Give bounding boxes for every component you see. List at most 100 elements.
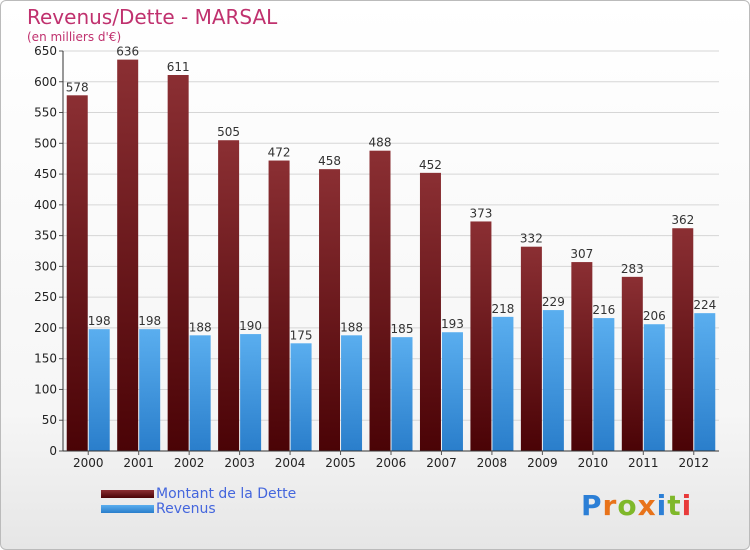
legend-item-revenue: Revenus	[101, 502, 296, 517]
bar-revenue-2002	[189, 335, 211, 451]
bar-debt-2003	[218, 140, 240, 451]
logo-letter: x	[637, 489, 657, 522]
x-tick-label-2007: 2007	[426, 456, 457, 470]
bars: 578 198 636 198 611 188 505 190 472 175 458 188 488 1…	[66, 45, 716, 452]
data-label-debt-2002: 611	[167, 60, 190, 74]
legend-label-revenue: Revenus	[156, 501, 216, 517]
bar-debt-2009	[520, 246, 542, 451]
x-tick-label-2002: 2002	[174, 456, 205, 470]
data-label-revenue-2007: 193	[441, 317, 464, 331]
logo-letter: r	[602, 489, 618, 522]
bar-revenue-2009	[542, 310, 564, 451]
bar-revenue-2005	[341, 335, 363, 451]
legend-item-debt: Montant de la Dette	[101, 487, 296, 502]
data-label-revenue-2012: 224	[693, 298, 716, 312]
x-tick-label-2001: 2001	[123, 456, 154, 470]
data-label-revenue-2003: 190	[239, 319, 262, 333]
x-tick-label-2011: 2011	[628, 456, 659, 470]
data-label-revenue-2000: 198	[88, 314, 111, 328]
x-tick-label-2010: 2010	[578, 456, 609, 470]
bar-debt-2002	[167, 75, 189, 451]
logo-letter: t	[667, 489, 682, 522]
bar-debt-2001	[117, 59, 139, 451]
data-label-debt-2004: 472	[268, 146, 291, 160]
bar-debt-2007	[419, 172, 441, 451]
y-tick-label: 400	[34, 198, 57, 212]
legend: Montant de la Dette Revenus	[101, 487, 296, 517]
legend-label-debt: Montant de la Dette	[156, 486, 297, 502]
bar-debt-2000	[66, 95, 88, 452]
data-label-debt-2001: 636	[116, 45, 139, 59]
y-tick-label: 200	[34, 321, 57, 335]
x-tick-label-2008: 2008	[477, 456, 508, 470]
logo-letter: i	[656, 489, 668, 522]
legend-swatch-revenue	[101, 505, 154, 513]
logo-letter: P	[581, 489, 603, 522]
bar-revenue-2008	[492, 316, 514, 451]
logo-letter: o	[617, 489, 638, 522]
y-tick-label: 500	[34, 136, 57, 150]
x-tick-label-2005: 2005	[325, 456, 356, 470]
logo-letter: i	[681, 489, 693, 522]
bar-debt-2012	[672, 228, 694, 451]
bar-revenue-2003	[240, 334, 262, 451]
x-axis: 2000 2001 2002 2003 2004 2005 2006 2007 2008 2009…	[63, 450, 719, 470]
x-tick-label-2012: 2012	[678, 456, 709, 470]
y-tick-label: 450	[34, 167, 57, 181]
x-tick-label-2006: 2006	[376, 456, 407, 470]
y-tick-label: 250	[34, 290, 57, 304]
data-label-debt-2009: 332	[520, 232, 543, 246]
data-label-debt-2000: 578	[66, 80, 89, 94]
x-tick-label-2009: 2009	[527, 456, 558, 470]
bar-revenue-2007	[441, 332, 463, 451]
bar-debt-2006	[369, 150, 391, 451]
bar-revenue-2001	[139, 329, 161, 451]
data-label-revenue-2008: 218	[491, 302, 514, 316]
bar-revenue-2010	[593, 318, 615, 451]
y-tick-label: 550	[34, 106, 57, 120]
bar-revenue-2012	[694, 313, 716, 451]
bar-revenue-2000	[88, 329, 110, 451]
data-label-revenue-2011: 206	[643, 309, 666, 323]
bar-debt-2004	[268, 160, 290, 452]
grid-lines	[63, 50, 719, 452]
data-label-debt-2010: 307	[570, 247, 593, 261]
x-tick-label-2003: 2003	[224, 456, 255, 470]
data-label-debt-2011: 283	[621, 262, 644, 276]
data-label-debt-2003: 505	[217, 125, 240, 139]
legend-swatch-debt	[101, 490, 154, 498]
y-tick-label: 0	[49, 444, 57, 458]
bar-revenue-2006	[391, 337, 413, 451]
y-tick-label: 600	[34, 75, 57, 89]
y-tick-label: 650	[34, 44, 57, 58]
bar-debt-2005	[319, 169, 341, 451]
y-tick-label: 350	[34, 229, 57, 243]
data-label-revenue-2004: 175	[290, 328, 313, 342]
proxiti-logo: Proxiti	[581, 489, 692, 522]
y-tick-label: 150	[34, 352, 57, 366]
y-tick-label: 50	[42, 413, 57, 427]
y-axis: 0 50 100 150 200 250 300 350 400 450 500 550 600 650	[34, 44, 64, 458]
x-tick-label-2000: 2000	[73, 456, 104, 470]
data-label-debt-2012: 362	[671, 213, 694, 227]
data-label-revenue-2006: 185	[391, 322, 414, 336]
data-label-revenue-2001: 198	[138, 314, 161, 328]
data-label-revenue-2009: 229	[542, 295, 565, 309]
bar-debt-2008	[470, 221, 492, 451]
data-label-debt-2005: 458	[318, 154, 341, 168]
data-label-debt-2008: 373	[469, 206, 492, 220]
data-label-debt-2006: 488	[369, 136, 392, 150]
data-label-revenue-2005: 188	[340, 320, 363, 334]
chart-title: Revenus/Dette - MARSAL	[27, 5, 278, 29]
bar-revenue-2004	[290, 343, 312, 451]
data-label-revenue-2002: 188	[189, 320, 212, 334]
y-tick-label: 300	[34, 259, 57, 273]
bar-debt-2011	[621, 276, 643, 451]
bar-revenue-2011	[643, 324, 665, 451]
data-label-debt-2007: 452	[419, 158, 442, 172]
y-tick-label: 100	[34, 382, 57, 396]
bar-debt-2010	[571, 262, 593, 451]
chart-subtitle: (en milliers d'€)	[27, 30, 122, 44]
